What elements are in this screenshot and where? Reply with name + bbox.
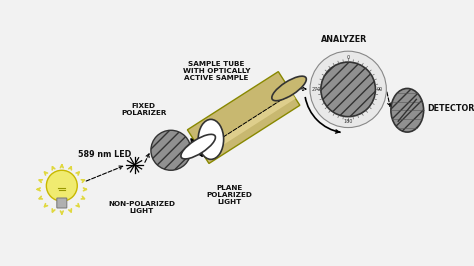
Polygon shape [187,72,300,164]
Ellipse shape [198,119,224,159]
Ellipse shape [181,134,216,159]
Circle shape [310,51,386,127]
Text: FIXED
POLARIZER: FIXED POLARIZER [121,103,166,116]
Text: 589 nm LED: 589 nm LED [78,150,131,159]
Text: 90: 90 [377,87,383,92]
Circle shape [46,170,77,201]
Circle shape [151,130,191,170]
FancyBboxPatch shape [57,198,67,208]
Ellipse shape [272,76,306,101]
Text: ANALYZER: ANALYZER [320,35,367,44]
Text: PLANE
POLARIZED
LIGHT: PLANE POLARIZED LIGHT [206,185,252,205]
Circle shape [321,62,375,117]
Text: 270: 270 [312,87,321,92]
Text: DETECTOR: DETECTOR [427,104,474,113]
Text: NON-POLARIZED
LIGHT: NON-POLARIZED LIGHT [109,201,175,214]
Ellipse shape [391,89,424,132]
Text: 0: 0 [346,55,350,60]
Polygon shape [201,94,296,157]
Text: SAMPLE TUBE
WITH OPTICALLY
ACTIVE SAMPLE: SAMPLE TUBE WITH OPTICALLY ACTIVE SAMPLE [182,61,250,81]
Circle shape [321,62,375,117]
Text: 180: 180 [344,119,353,124]
